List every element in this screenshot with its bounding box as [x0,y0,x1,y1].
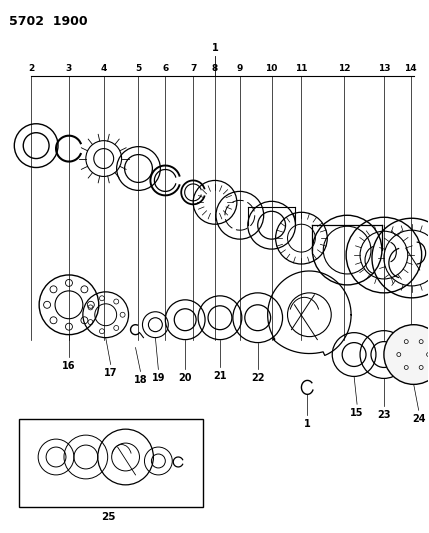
Text: 4: 4 [100,64,107,73]
Text: 12: 12 [338,64,350,73]
Text: 24: 24 [412,414,426,424]
Text: 20: 20 [178,374,192,383]
Text: 13: 13 [378,64,390,73]
Text: 22: 22 [251,374,264,383]
Text: 23: 23 [377,410,391,420]
Circle shape [384,325,429,384]
Text: 21: 21 [213,372,227,382]
Text: 10: 10 [266,64,278,73]
Text: 5: 5 [136,64,142,73]
Text: 5702  1900: 5702 1900 [9,15,88,28]
Text: 8: 8 [212,64,218,73]
Text: 14: 14 [405,64,417,73]
Text: 9: 9 [237,64,243,73]
Text: 15: 15 [350,408,364,418]
Text: 7: 7 [190,64,196,73]
Text: 1: 1 [304,419,311,429]
Text: 3: 3 [66,64,72,73]
Text: 25: 25 [101,512,116,522]
Text: 17: 17 [104,368,118,378]
Text: 2: 2 [28,64,34,73]
Bar [19,419,203,507]
Text: 1: 1 [211,43,218,53]
Text: 11: 11 [295,64,308,73]
Text: 6: 6 [162,64,169,73]
Text: 18: 18 [134,375,147,385]
Text: 16: 16 [62,360,76,370]
Text: 19: 19 [151,374,165,383]
